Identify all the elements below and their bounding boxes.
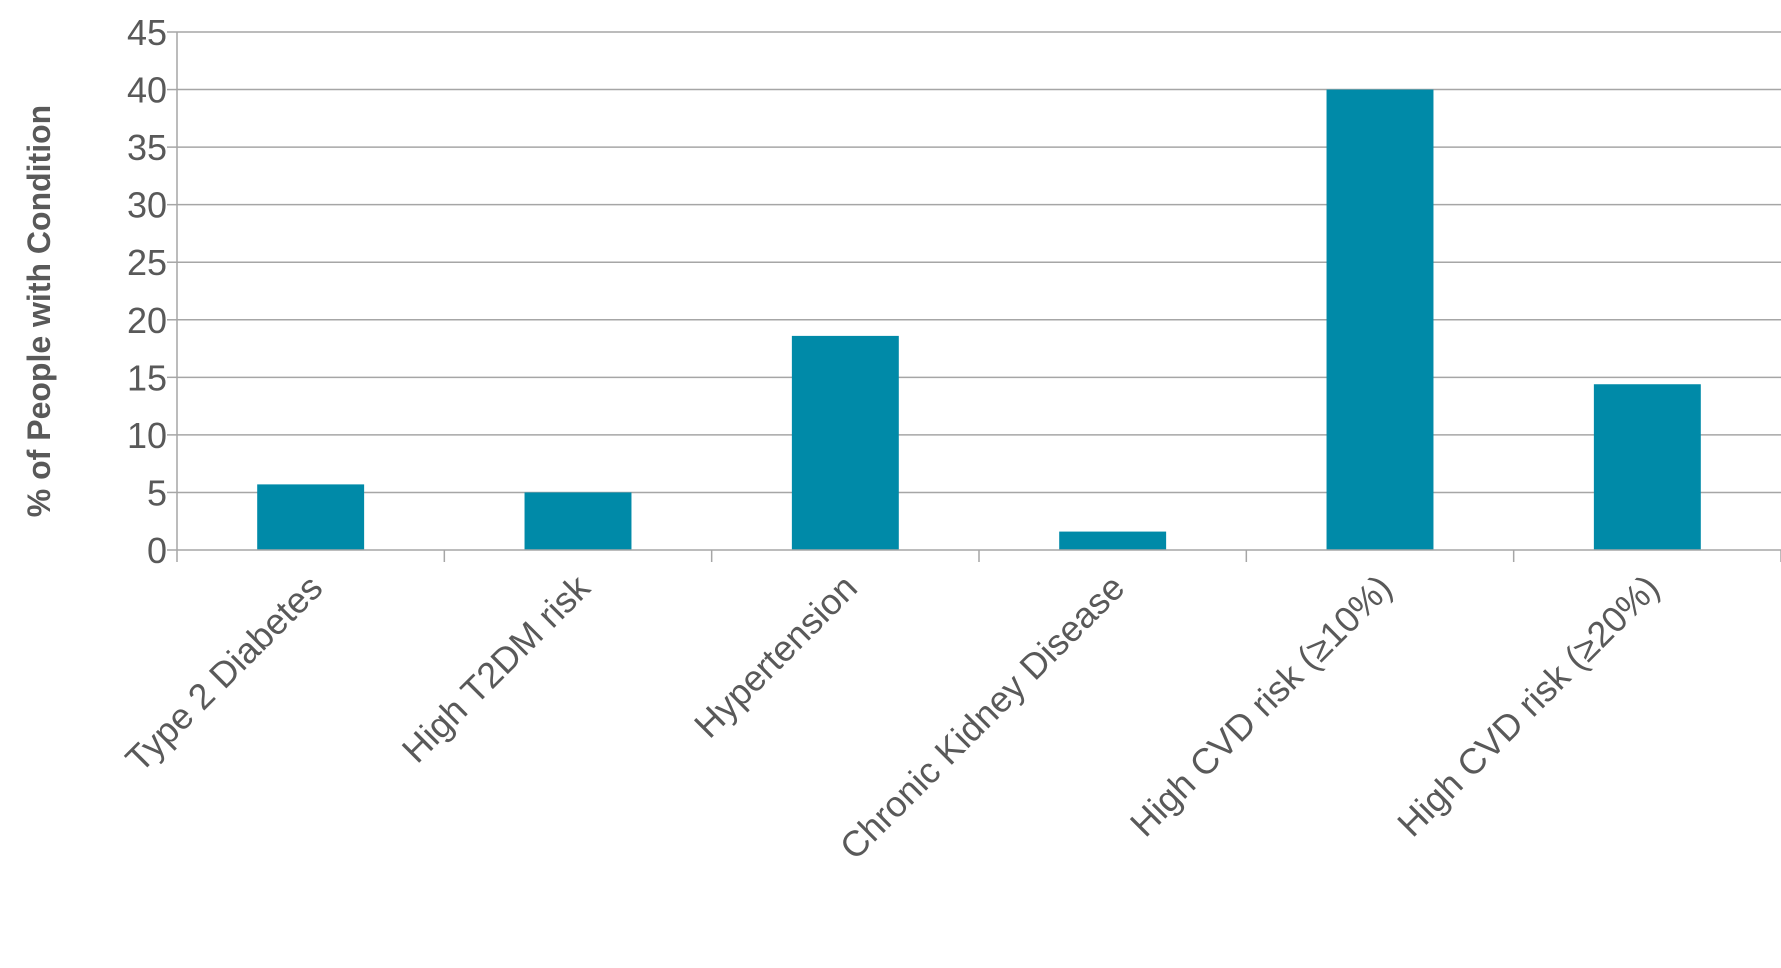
x-category-label: Chronic Kidney Disease bbox=[832, 567, 1133, 868]
bar bbox=[791, 335, 899, 550]
y-tick-label: 40 bbox=[127, 70, 167, 111]
x-category-label: High T2DM risk bbox=[394, 566, 599, 771]
y-tick-label: 30 bbox=[127, 185, 167, 226]
y-tick-label: 15 bbox=[127, 357, 167, 398]
y-tick-label: 45 bbox=[127, 12, 167, 53]
y-tick-label: 20 bbox=[127, 300, 167, 341]
x-category-label: Type 2 Diabetes bbox=[117, 567, 330, 780]
x-category-label: High CVD risk (≥10%) bbox=[1122, 567, 1400, 845]
bar bbox=[1326, 89, 1434, 551]
bar bbox=[1593, 384, 1701, 550]
x-category-label: High CVD risk (≥20%) bbox=[1389, 567, 1667, 845]
bars bbox=[257, 89, 1701, 551]
x-category-label: Hypertension bbox=[686, 567, 865, 746]
gridlines bbox=[177, 31, 1781, 494]
x-axis-category-labels: Type 2 Diabetes High T2DM risk Hypertensio… bbox=[117, 566, 1667, 867]
y-tick-label: 5 bbox=[147, 472, 167, 513]
y-tick-label: 25 bbox=[127, 242, 167, 283]
y-axis-ticks: 0 5 10 15 20 25 30 35 40 45 bbox=[127, 12, 177, 571]
bar bbox=[257, 484, 365, 550]
bar bbox=[524, 492, 632, 550]
y-tick-label: 10 bbox=[127, 415, 167, 456]
bar bbox=[1059, 531, 1167, 550]
y-tick-label: 35 bbox=[127, 127, 167, 168]
y-axis-title: % of People with Condition bbox=[21, 105, 57, 517]
x-axis bbox=[176, 32, 1781, 562]
y-tick-label: 0 bbox=[147, 530, 167, 571]
